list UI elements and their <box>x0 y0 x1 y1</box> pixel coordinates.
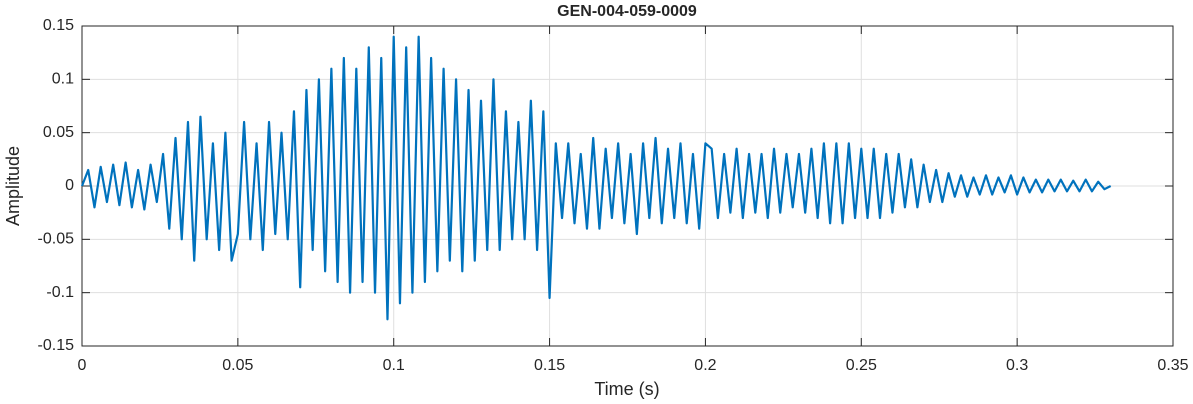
chart-title: GEN-004-059-0009 <box>557 3 697 20</box>
x-tick-label: 0 <box>78 357 87 374</box>
x-tick-label: 0.25 <box>846 357 877 374</box>
y-tick-label: 0.05 <box>43 124 74 141</box>
y-tick-label: 0.1 <box>52 71 74 88</box>
y-tick-label: -0.15 <box>38 337 75 354</box>
y-tick-label: 0 <box>65 177 74 194</box>
y-tick-label: -0.05 <box>38 231 75 248</box>
x-axis-label: Time (s) <box>594 379 659 399</box>
y-tick-label: 0.15 <box>43 17 74 34</box>
y-axis-label: Amplitude <box>3 146 23 226</box>
x-tick-label: 0.05 <box>222 357 253 374</box>
x-tick-label: 0.1 <box>383 357 405 374</box>
x-tick-label: 0.15 <box>534 357 565 374</box>
x-tick-label: 0.3 <box>1006 357 1028 374</box>
x-tick-label: 0.2 <box>694 357 716 374</box>
waveform-line <box>80 35 1112 321</box>
y-tick-label: -0.1 <box>46 284 74 301</box>
x-tick-label: 0.35 <box>1157 357 1188 374</box>
